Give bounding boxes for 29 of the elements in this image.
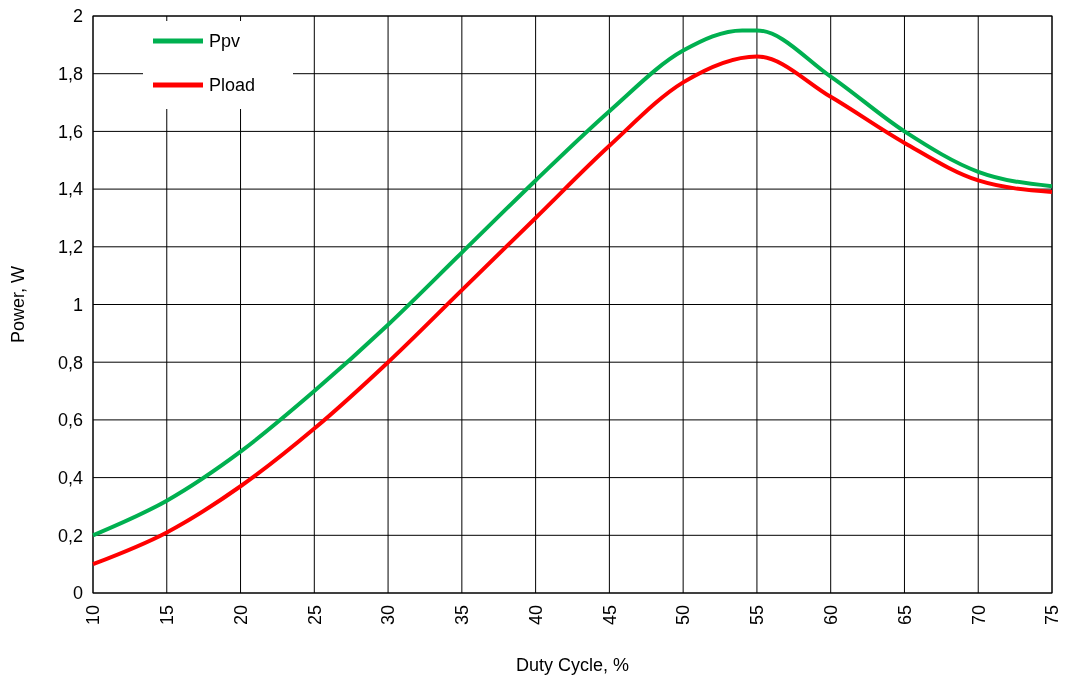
x-tick-label: 30: [378, 605, 399, 626]
y-tick-label: 1,4: [57, 179, 83, 200]
x-tick-label: 25: [304, 605, 325, 626]
legend-label: Ppv: [209, 31, 241, 52]
x-axis-title: Duty Cycle, %: [515, 655, 630, 675]
x-tick-label: 55: [747, 605, 768, 626]
x-tick-label: 70: [968, 605, 989, 626]
y-tick-label: 1,2: [57, 237, 83, 258]
x-tick-label: 10: [83, 605, 104, 626]
x-tick-label: 45: [599, 605, 620, 626]
y-tick-label: 1: [72, 294, 83, 315]
y-tick-label: 0,6: [57, 410, 83, 431]
x-tick-label: 75: [1042, 605, 1063, 626]
x-tick-label: 35: [452, 605, 473, 626]
y-axis-title: Power, W: [8, 265, 28, 344]
y-tick-label: 0: [72, 583, 83, 604]
y-tick-label: 1,6: [57, 121, 83, 142]
y-tick-label: 2: [72, 6, 83, 27]
y-tick-label: 0,2: [57, 525, 83, 546]
y-tick-label: 0,4: [57, 467, 83, 488]
x-tick-label: 20: [230, 605, 251, 626]
x-tick-label: 50: [673, 605, 694, 626]
y-tick-label: 1,8: [57, 64, 83, 84]
x-tick-label: 65: [894, 605, 915, 626]
x-tick-label: 40: [525, 605, 546, 626]
x-tick-label: 15: [157, 605, 178, 626]
x-tick-label: 60: [820, 605, 841, 626]
legend-label: Pload: [209, 75, 256, 96]
y-tick-label: 0,8: [57, 352, 83, 373]
